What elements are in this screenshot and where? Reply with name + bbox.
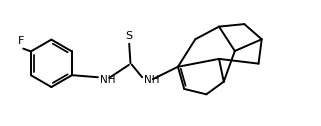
Text: NH: NH	[100, 75, 116, 85]
Text: F: F	[18, 36, 24, 46]
Text: NH: NH	[144, 75, 160, 85]
Text: S: S	[126, 32, 133, 41]
